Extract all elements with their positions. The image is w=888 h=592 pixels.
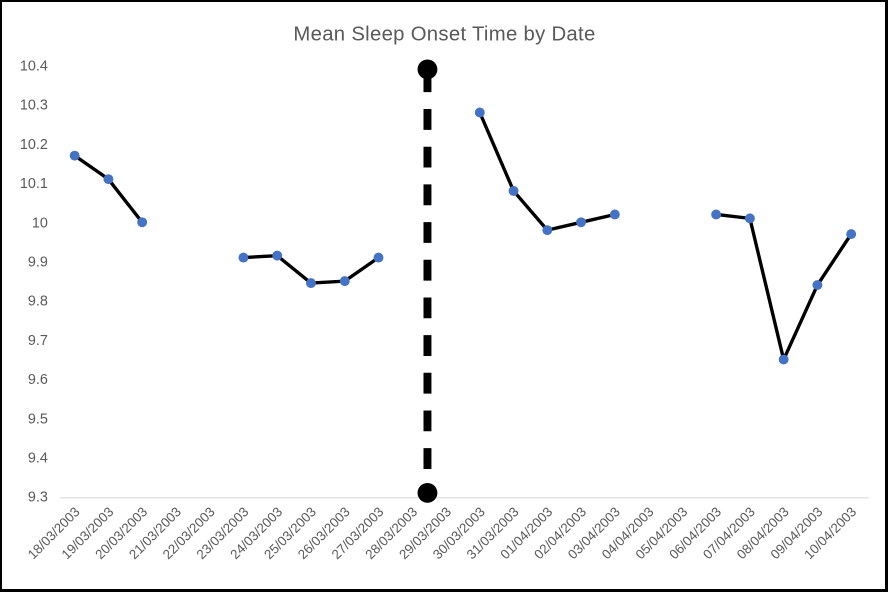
divider-bottom-endcap <box>417 482 438 503</box>
data-point-marker <box>238 252 249 263</box>
y-axis-tick-labels: 10.4 10.3 10.2 10.1 10 9.9 9.8 9.7 9.6 9.5 9.4 9.3 <box>20 58 48 505</box>
y-tick-label: 9.9 <box>28 254 48 270</box>
series-line-segment <box>478 110 617 232</box>
data-point-marker <box>373 252 384 263</box>
y-tick-label: 10.2 <box>20 137 48 153</box>
data-point-marker <box>711 209 722 220</box>
data-point-marker <box>778 354 789 365</box>
y-tick-label: 9.8 <box>28 294 48 310</box>
y-tick-label: 9.6 <box>28 372 48 388</box>
data-point-marker <box>306 278 316 289</box>
data-point-marker <box>744 213 755 224</box>
x-axis-tick-labels: 18/03/200319/03/200320/03/200321/03/2003… <box>25 504 859 562</box>
data-point-marker <box>272 250 283 261</box>
divider-annotation <box>417 59 438 503</box>
data-point-marker <box>609 209 620 220</box>
data-point-marker <box>474 107 485 118</box>
y-tick-label: 9.5 <box>28 411 48 427</box>
series-line-segment <box>714 212 853 362</box>
series-line-segment <box>72 153 144 224</box>
y-tick-label: 10.3 <box>20 98 48 114</box>
data-point-marker <box>576 217 587 228</box>
chart-title: Mean Sleep Onset Time by Date <box>293 24 595 46</box>
y-tick-label: 10.4 <box>20 58 48 74</box>
y-tick-label: 9.7 <box>28 333 48 349</box>
data-point-marker <box>542 225 553 236</box>
y-tick-label: 10 <box>32 215 48 231</box>
y-tick-label: 10.1 <box>20 176 48 192</box>
data-point-marker <box>846 229 857 240</box>
data-point-marker <box>69 150 80 161</box>
divider-top-endcap <box>417 59 438 80</box>
data-point-marker <box>137 217 148 228</box>
data-point-marker <box>103 174 114 185</box>
data-point-marker <box>339 276 350 287</box>
y-tick-label: 9.3 <box>28 490 48 506</box>
line-series <box>69 107 857 365</box>
data-point-marker <box>812 280 823 291</box>
y-tick-label: 9.4 <box>28 451 48 467</box>
data-point-marker <box>508 185 519 196</box>
